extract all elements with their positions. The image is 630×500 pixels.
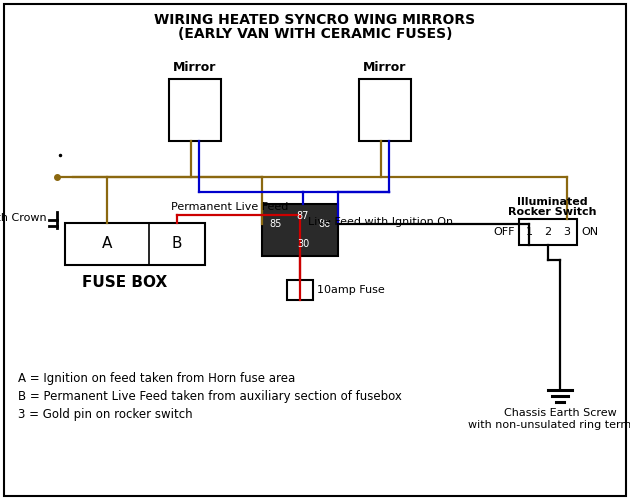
- Text: 3: 3: [563, 227, 571, 237]
- Text: 3 = Gold pin on rocker switch: 3 = Gold pin on rocker switch: [18, 408, 193, 421]
- Text: ON: ON: [581, 227, 598, 237]
- Text: Rocker Switch: Rocker Switch: [508, 207, 596, 217]
- Bar: [169, 79, 221, 141]
- Bar: [262, 204, 338, 256]
- Bar: [65, 223, 205, 265]
- Text: B: B: [172, 236, 182, 252]
- Bar: [287, 280, 313, 300]
- Text: Illuminated: Illuminated: [517, 197, 587, 207]
- Text: Mirror: Mirror: [173, 61, 217, 74]
- Text: 1: 1: [525, 227, 532, 237]
- Text: WIRING HEATED SYNCRO WING MIRRORS: WIRING HEATED SYNCRO WING MIRRORS: [154, 13, 476, 27]
- Bar: [359, 79, 411, 141]
- Text: B = Permanent Live Feed taken from auxiliary section of fusebox: B = Permanent Live Feed taken from auxil…: [18, 390, 402, 403]
- Text: A = Ignition on feed taken from Horn fuse area: A = Ignition on feed taken from Horn fus…: [18, 372, 295, 385]
- Text: 2: 2: [544, 227, 551, 237]
- Text: 10amp Fuse: 10amp Fuse: [317, 285, 385, 295]
- Text: OFF: OFF: [493, 227, 515, 237]
- Text: A: A: [102, 236, 112, 252]
- Text: Chassis Earth Screw
with non-unsulated ring terminal: Chassis Earth Screw with non-unsulated r…: [468, 408, 630, 430]
- Text: 87: 87: [297, 211, 309, 221]
- Text: Earth Crown: Earth Crown: [0, 213, 47, 223]
- Text: 86: 86: [319, 219, 331, 229]
- Bar: [519, 219, 577, 245]
- Text: (EARLY VAN WITH CERAMIC FUSES): (EARLY VAN WITH CERAMIC FUSES): [178, 27, 452, 41]
- Text: Permanent Live Feed: Permanent Live Feed: [171, 202, 288, 212]
- Text: FUSE BOX: FUSE BOX: [83, 275, 168, 290]
- Text: Mirror: Mirror: [364, 61, 407, 74]
- Text: 30: 30: [297, 239, 309, 249]
- Text: 85: 85: [269, 219, 282, 229]
- Text: Live Feed with Ignition On: Live Feed with Ignition On: [308, 217, 453, 227]
